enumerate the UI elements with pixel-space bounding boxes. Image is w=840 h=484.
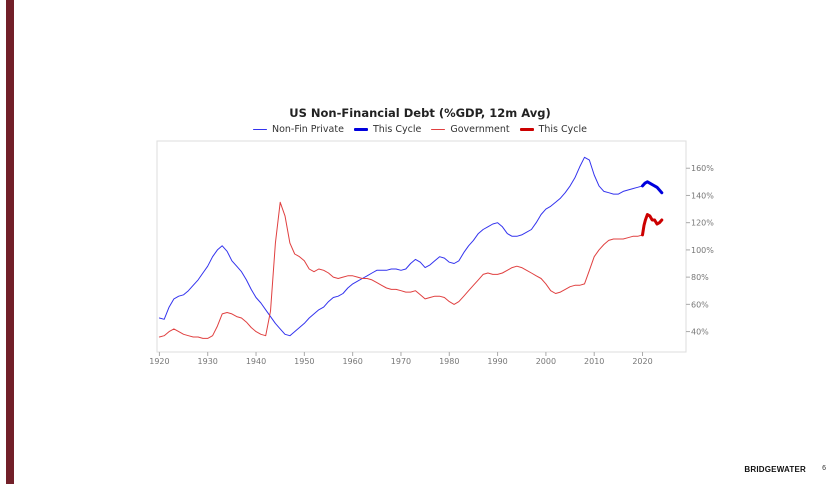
x-tick-label: 1940: [246, 357, 266, 366]
series-line-private: [158, 156, 643, 337]
x-tick-label: 2000: [536, 357, 556, 366]
y-tick-label: 60%: [691, 300, 709, 309]
page-number: 6: [822, 465, 826, 472]
y-tick-label: 80%: [691, 273, 709, 282]
legend-item-private: Non-Fin Private: [252, 124, 344, 135]
legend-item-private-cycle: This Cycle: [353, 124, 422, 135]
plot-frame: [156, 140, 687, 353]
legend-swatch-private: [252, 129, 267, 130]
x-axis-ticks: 1920 1930 1940 1950 1960 1970 1980 1990 2000 2010…: [149, 352, 653, 366]
legend-label-private: Non-Fin Private: [271, 124, 344, 135]
x-tick-label: 1980: [439, 357, 459, 366]
legend-item-government: Government: [431, 124, 510, 135]
y-tick-label: 140%: [691, 191, 714, 200]
chart-title: US Non-Financial Debt (%GDP, 12m Avg): [289, 106, 551, 120]
y-tick-label: 100%: [691, 246, 714, 255]
legend-label-private-cycle: This Cycle: [372, 124, 422, 135]
legend-item-government-cycle: This Cycle: [519, 124, 587, 135]
series-line-government: [158, 201, 643, 339]
y-tick-label: 160%: [691, 164, 714, 173]
x-tick-label: 1960: [342, 357, 362, 366]
series-lines: [158, 156, 664, 339]
side-accent-bar: [6, 0, 14, 484]
x-tick-label: 2010: [584, 357, 604, 366]
legend-label-government: Government: [450, 124, 510, 135]
x-tick-label: 1990: [487, 357, 507, 366]
y-axis-ticks: 40% 60% 80% 100% 120% 140% 160%: [686, 164, 714, 337]
legend-swatch-government-cycle: [519, 128, 534, 131]
legend-swatch-government: [431, 129, 446, 130]
y-tick-label: 120%: [691, 219, 714, 228]
chart-legend: Non-Fin Private This Cycle Government Th…: [0, 124, 840, 135]
x-tick-label: 1930: [198, 357, 218, 366]
x-tick-label: 1970: [391, 357, 411, 366]
y-tick-label: 40%: [691, 328, 709, 337]
x-tick-label: 1920: [149, 357, 169, 366]
series-line-government-cycle: [641, 213, 664, 237]
x-tick-label: 2020: [632, 357, 652, 366]
x-tick-label: 1950: [294, 357, 314, 366]
brand-logo: BRIDGEWATER: [744, 465, 806, 474]
legend-swatch-private-cycle: [353, 128, 368, 131]
legend-label-government-cycle: This Cycle: [538, 124, 587, 135]
series-line-private-cycle: [641, 180, 664, 195]
